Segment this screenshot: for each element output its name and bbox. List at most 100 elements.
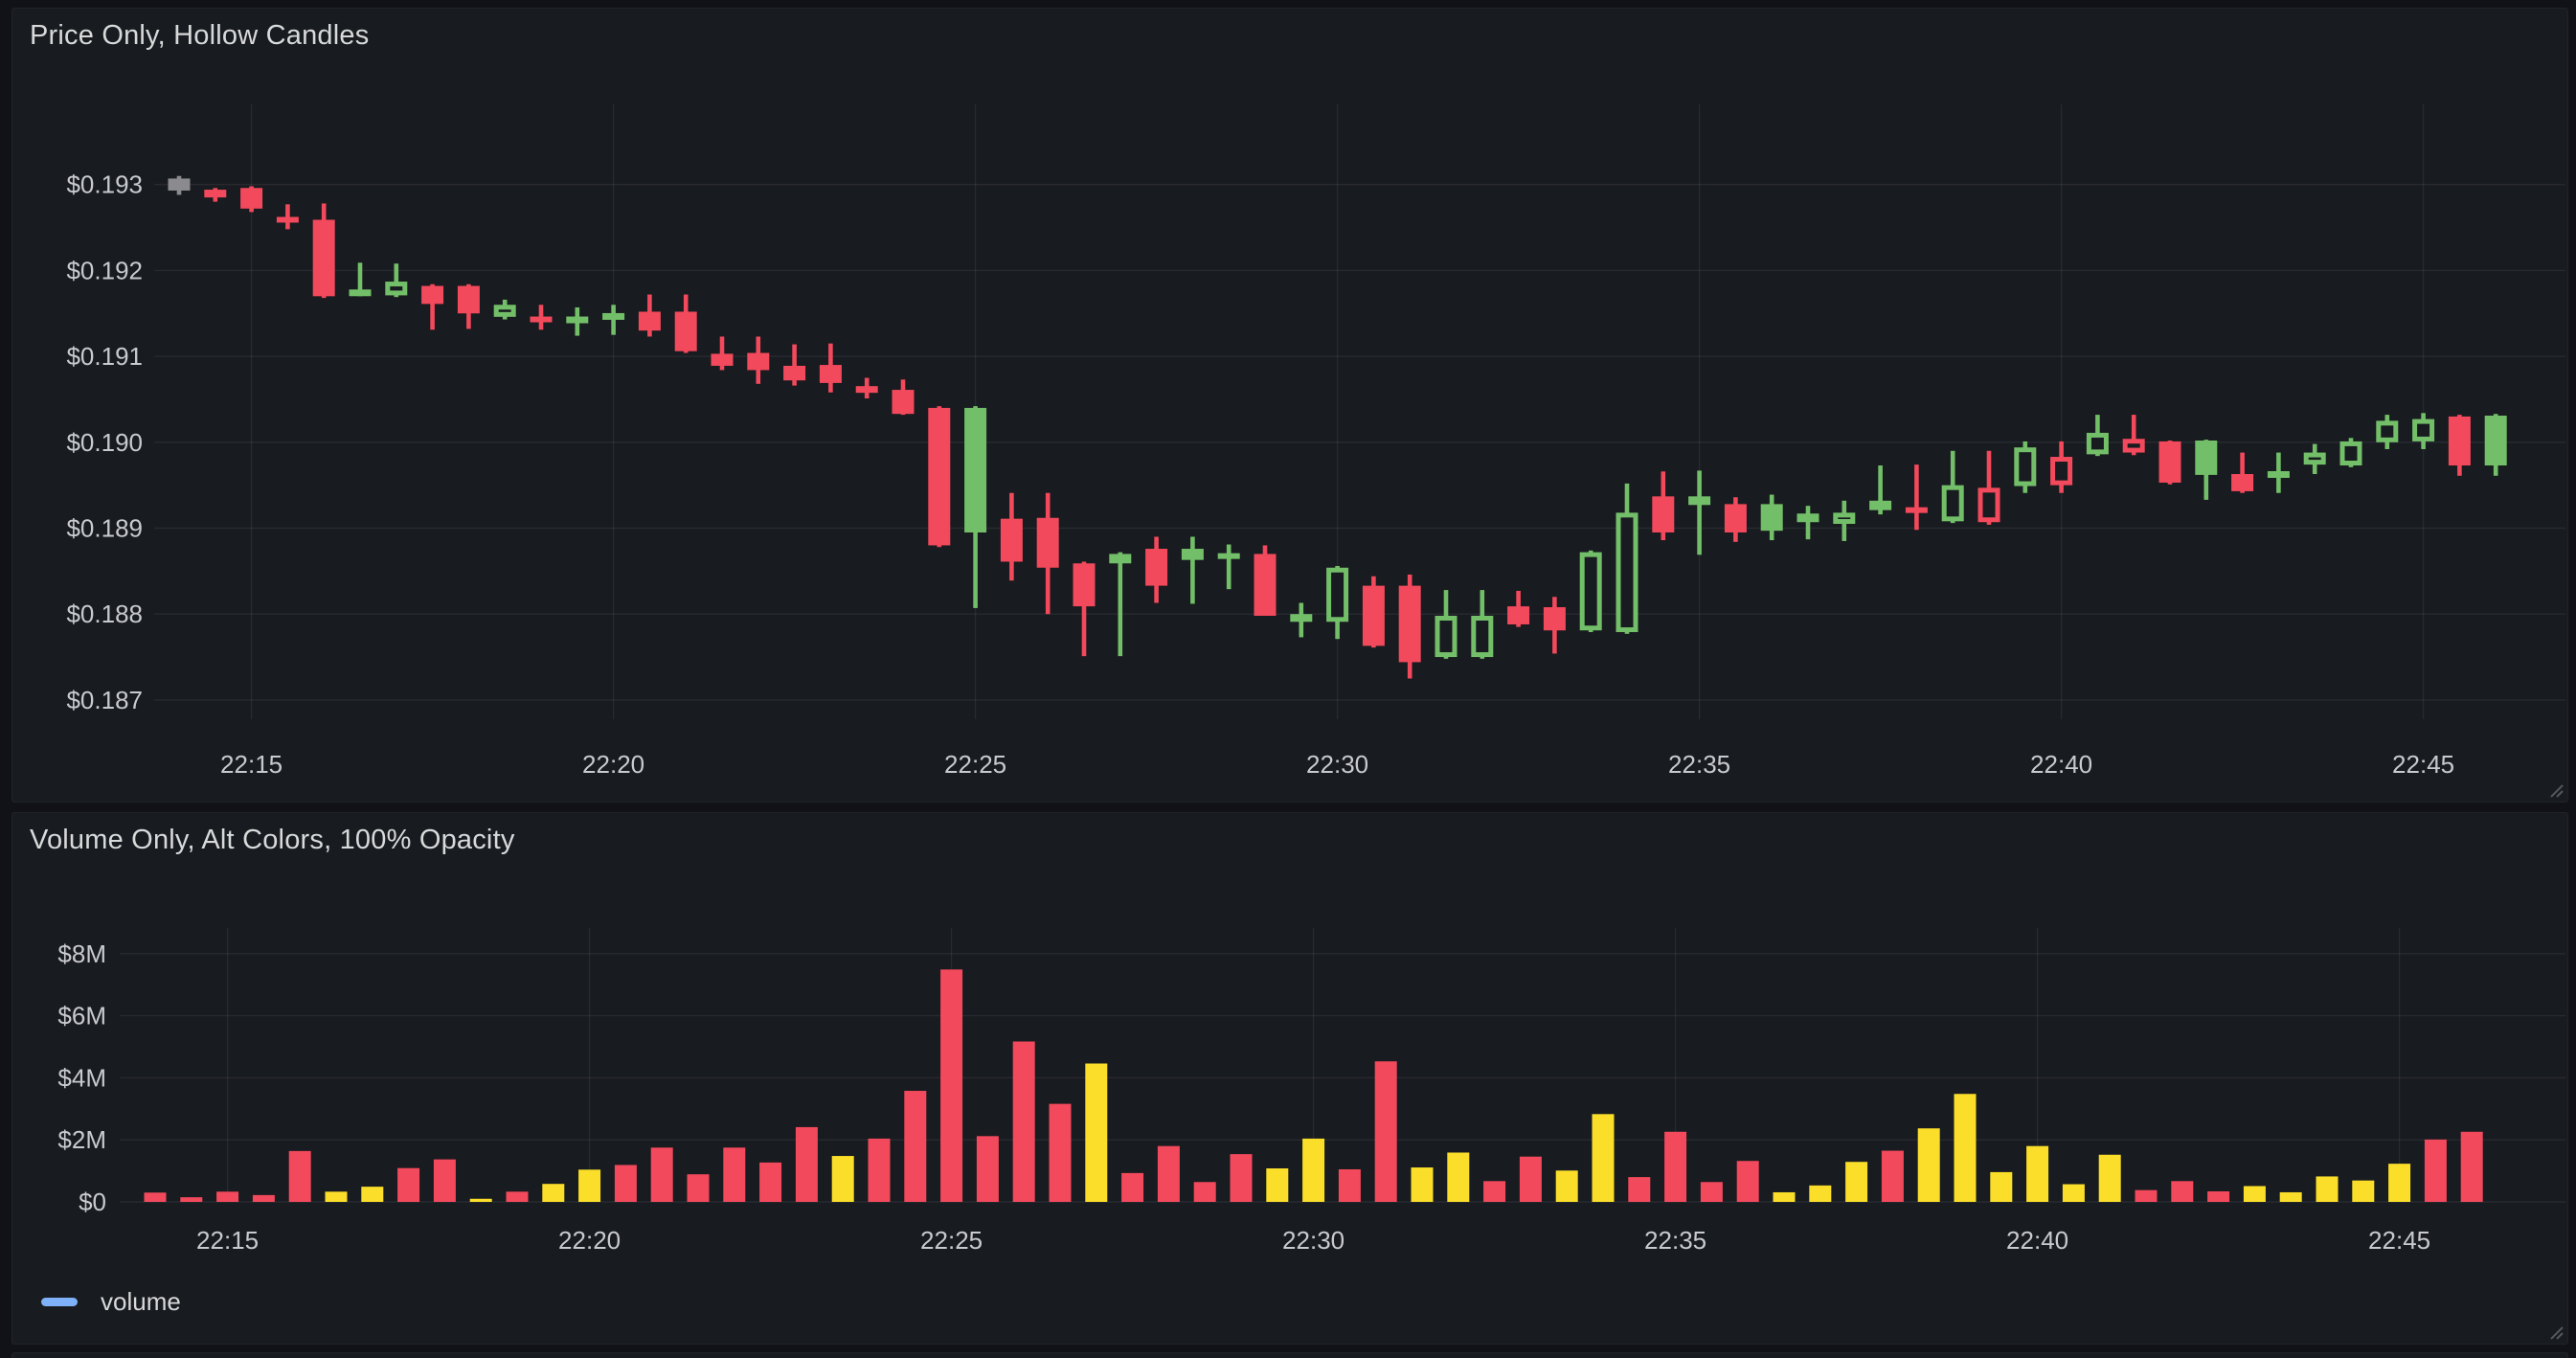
volume-bar[interactable] — [1447, 1152, 1470, 1202]
volume-bar[interactable] — [1193, 1182, 1216, 1202]
candle[interactable] — [1760, 494, 1783, 541]
volume-bar[interactable] — [1338, 1168, 1361, 1202]
volume-bar[interactable] — [1700, 1182, 1723, 1202]
volume-bar[interactable] — [1845, 1162, 1868, 1202]
volume-bar[interactable] — [216, 1191, 239, 1202]
candle[interactable] — [385, 263, 408, 298]
volume-bar[interactable] — [1121, 1172, 1144, 1202]
volume-bar[interactable] — [2316, 1176, 2339, 1202]
volume-bar[interactable] — [2207, 1190, 2230, 1202]
volume-bar[interactable] — [433, 1159, 456, 1202]
candle[interactable] — [2050, 441, 2073, 493]
candle[interactable] — [2448, 415, 2471, 476]
candle[interactable] — [2376, 415, 2399, 449]
volume-bar[interactable] — [397, 1167, 420, 1202]
candle[interactable] — [1543, 597, 1566, 654]
candle[interactable] — [276, 204, 299, 230]
panel-resize-handle-icon[interactable] — [2550, 1326, 2564, 1340]
candle[interactable] — [2086, 415, 2109, 457]
volume-bar[interactable] — [614, 1165, 637, 1202]
candle[interactable] — [783, 344, 806, 386]
volume-bar[interactable] — [1230, 1154, 1253, 1202]
volume-bar[interactable] — [1266, 1168, 1289, 1202]
candle[interactable] — [747, 336, 770, 384]
volume-bar[interactable] — [976, 1136, 999, 1202]
volume-bar[interactable] — [868, 1138, 891, 1202]
candle[interactable] — [1217, 544, 1240, 590]
volume-bar[interactable] — [2388, 1164, 2411, 1202]
volume-bar[interactable] — [1374, 1061, 1397, 1202]
volume-bar[interactable] — [2026, 1145, 2049, 1202]
candle[interactable] — [2231, 452, 2254, 493]
candle[interactable] — [1326, 565, 1349, 640]
candle[interactable] — [1362, 576, 1385, 648]
volume-bar[interactable] — [1519, 1156, 1542, 1202]
volume-bar[interactable] — [1555, 1170, 1578, 1202]
candle[interactable] — [2339, 438, 2362, 467]
candle[interactable] — [566, 306, 589, 336]
volume-bar[interactable] — [1954, 1094, 1977, 1202]
candle[interactable] — [1036, 492, 1059, 615]
candle[interactable] — [1254, 545, 1277, 616]
candle[interactable] — [1145, 536, 1168, 603]
candle[interactable] — [1000, 492, 1023, 581]
volume-bar[interactable] — [650, 1147, 673, 1202]
panel-resize-handle-icon[interactable] — [2550, 784, 2564, 798]
volume-bar[interactable] — [288, 1150, 311, 1202]
volume-bar[interactable] — [1411, 1167, 1434, 1202]
candle[interactable] — [2195, 440, 2218, 500]
volume-bar[interactable] — [2424, 1139, 2447, 1202]
volume-bar[interactable] — [469, 1198, 492, 1202]
volume-bar[interactable] — [1917, 1128, 1940, 1202]
candle[interactable] — [928, 406, 951, 548]
price-panel-title[interactable]: Price Only, Hollow Candles — [30, 20, 370, 51]
volume-bar[interactable] — [1736, 1161, 1759, 1202]
candle[interactable] — [204, 188, 227, 202]
volume-bar[interactable] — [2171, 1181, 2194, 1202]
volume-bar[interactable] — [506, 1191, 529, 1202]
volume-bar[interactable] — [1773, 1191, 1796, 1202]
candle[interactable] — [493, 299, 516, 320]
candle[interactable] — [2158, 441, 2181, 485]
candle[interactable] — [1905, 464, 1928, 531]
candle[interactable] — [711, 336, 734, 371]
candle[interactable] — [819, 343, 842, 393]
candle[interactable] — [602, 305, 625, 335]
candle[interactable] — [1833, 500, 1856, 541]
candle[interactable] — [1652, 471, 1675, 541]
candle[interactable] — [855, 377, 878, 399]
volume-bar[interactable] — [1049, 1103, 1072, 1202]
candle[interactable] — [2484, 414, 2507, 476]
candle[interactable] — [1941, 450, 1964, 524]
volume-bar[interactable] — [144, 1192, 167, 1202]
candle[interactable] — [1435, 590, 1457, 659]
volume-bar[interactable] — [180, 1197, 203, 1202]
candle[interactable] — [457, 283, 480, 329]
volume-bar[interactable] — [795, 1126, 818, 1202]
candle[interactable] — [421, 283, 444, 330]
volume-bar[interactable] — [1664, 1131, 1687, 1202]
candle[interactable] — [1471, 590, 1494, 659]
candle[interactable] — [1688, 470, 1711, 555]
candle[interactable] — [530, 305, 553, 330]
volume-bar[interactable] — [578, 1169, 601, 1202]
candle[interactable] — [1616, 483, 1638, 634]
volume-bar[interactable] — [2279, 1191, 2302, 1202]
volume-bar[interactable] — [1809, 1185, 1832, 1202]
volume-bar[interactable] — [1302, 1138, 1325, 1202]
candle[interactable] — [1796, 506, 1819, 540]
volume-panel-title[interactable]: Volume Only, Alt Colors, 100% Opacity — [30, 825, 515, 855]
volume-bar[interactable] — [325, 1191, 348, 1202]
volume-bar[interactable] — [687, 1174, 710, 1202]
candle[interactable] — [1109, 552, 1132, 657]
volume-bar[interactable] — [361, 1187, 384, 1202]
candle[interactable] — [1579, 550, 1602, 633]
candle[interactable] — [1181, 536, 1204, 604]
candle[interactable] — [892, 379, 915, 416]
volume-bar[interactable] — [1483, 1181, 1506, 1202]
volume-bar[interactable] — [940, 969, 963, 1202]
volume-bar[interactable] — [1990, 1171, 2013, 1202]
candle[interactable] — [1290, 602, 1313, 638]
volume-bar[interactable] — [1628, 1177, 1651, 1202]
candle[interactable] — [2412, 413, 2435, 449]
